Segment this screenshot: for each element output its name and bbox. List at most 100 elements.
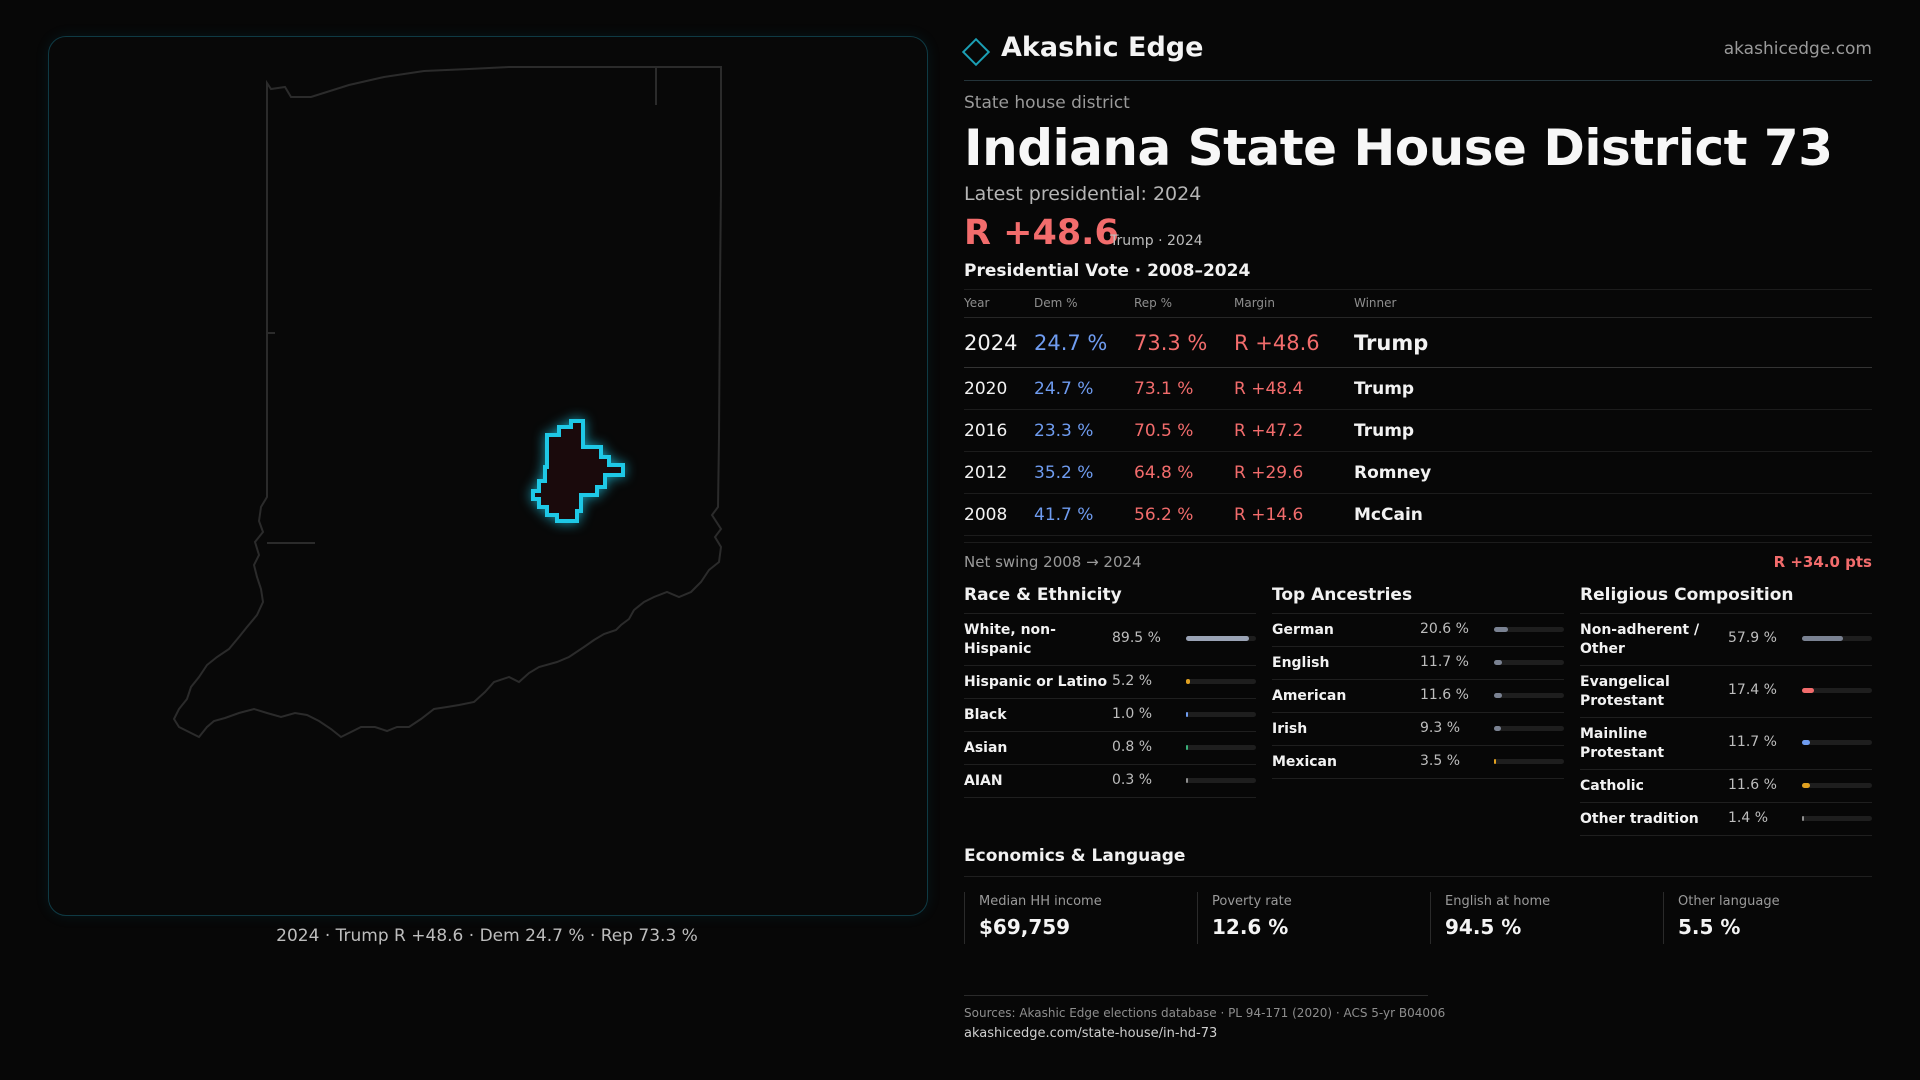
winner-cell: McCain xyxy=(1354,493,1872,536)
header-year: Year xyxy=(964,289,1034,318)
religion-label: Catholic xyxy=(1580,778,1644,794)
ancestry-value: 3.5 % xyxy=(1420,753,1461,769)
ancestry-bar-track xyxy=(1494,759,1564,764)
religion-row: Catholic 11.6 % xyxy=(1580,770,1872,803)
religion-bar-track xyxy=(1802,636,1872,641)
ancestry-value: 9.3 % xyxy=(1420,720,1461,736)
map-panel[interactable] xyxy=(48,36,928,916)
margin-cell: R +48.4 xyxy=(1234,367,1354,410)
race-value: 1.0 % xyxy=(1112,706,1153,722)
religion-value: 1.4 % xyxy=(1728,810,1769,826)
religion-value: 11.6 % xyxy=(1728,777,1777,793)
religion-label: Non-adherent / Other xyxy=(1580,622,1700,657)
ancestry-row: Mexican 3.5 % xyxy=(1272,746,1564,779)
ancestry-label: English xyxy=(1272,655,1330,671)
religion-bar-fill xyxy=(1802,636,1843,641)
econ-value: $69,759 xyxy=(979,915,1071,939)
margin-cell: R +48.6 xyxy=(1234,317,1354,368)
econ-card-english: English at home 94.5 % xyxy=(1430,892,1657,944)
brand-name[interactable]: Akashic Edge xyxy=(1001,32,1204,63)
table-row: 2008 41.7 % 56.2 % R +14.6 McCain xyxy=(964,493,1872,536)
margin-subtitle: Trump · 2024 xyxy=(1110,233,1203,249)
religion-label: Evangelical Protestant xyxy=(1580,674,1670,709)
swing-value: R +34.0 pts xyxy=(1773,553,1872,571)
econ-card-poverty: Poverty rate 12.6 % xyxy=(1197,892,1424,944)
religion-section: Religious Composition Non-adherent / Oth… xyxy=(1580,585,1872,836)
race-label: Asian xyxy=(964,740,1008,756)
ancestry-bar-track xyxy=(1494,693,1564,698)
rep-cell: 73.3 % xyxy=(1134,317,1234,368)
econ-card-other-language: Other language 5.5 % xyxy=(1663,892,1890,944)
year-cell: 2016 xyxy=(964,409,1034,452)
ancestry-label: Mexican xyxy=(1272,754,1337,770)
winner-cell: Trump xyxy=(1354,409,1872,452)
race-value: 0.8 % xyxy=(1112,739,1153,755)
map-caption: 2024 · Trump R +48.6 · Dem 24.7 % · Rep … xyxy=(276,926,698,946)
religion-row: Other tradition 1.4 % xyxy=(1580,803,1872,836)
econ-label: English at home xyxy=(1445,894,1551,909)
race-label: Black xyxy=(964,707,1007,723)
religion-label: Mainline Protestant xyxy=(1580,726,1665,761)
ancestry-bar-fill xyxy=(1494,660,1503,665)
race-section: Race & Ethnicity White, non-Hispanic 89.5… xyxy=(964,585,1256,798)
religion-bar-fill xyxy=(1802,740,1811,745)
religion-bar-track xyxy=(1802,688,1872,693)
district-map[interactable] xyxy=(49,37,927,915)
year-cell: 2008 xyxy=(964,493,1034,536)
table-row: 2012 35.2 % 64.8 % R +29.6 Romney xyxy=(964,451,1872,494)
ancestry-row: German 20.6 % xyxy=(1272,614,1564,647)
race-bar-track xyxy=(1186,778,1256,783)
ancestry-value: 11.7 % xyxy=(1420,654,1469,670)
religion-rows: Non-adherent / Other 57.9 % Evangelical Pr… xyxy=(1580,614,1872,836)
district-73-shape[interactable] xyxy=(531,419,625,523)
econ-label: Poverty rate xyxy=(1212,894,1292,909)
ancestry-label: German xyxy=(1272,622,1334,638)
brand-url[interactable]: akashicedge.com xyxy=(1723,39,1872,59)
ancestry-bar-track xyxy=(1494,627,1564,632)
page-title: Indiana State House District 73 xyxy=(964,119,1833,177)
ancestry-rows: German 20.6 % English 11.7 % American 11.6 % I… xyxy=(1272,614,1564,779)
rep-cell: 70.5 % xyxy=(1134,409,1234,452)
year-cell: 2024 xyxy=(964,317,1034,368)
ancestry-row: English 11.7 % xyxy=(1272,647,1564,680)
econ-label: Median HH income xyxy=(979,894,1102,909)
econ-label: Other language xyxy=(1678,894,1780,909)
net-swing: Net swing 2008 → 2024 R +34.0 pts xyxy=(964,542,1872,579)
race-label: Hispanic or Latino xyxy=(964,674,1108,690)
econ-value: 94.5 % xyxy=(1445,915,1522,939)
race-row: Asian 0.8 % xyxy=(964,732,1256,765)
vote-table-title: Presidential Vote · 2008–2024 xyxy=(964,261,1251,281)
race-bar-track xyxy=(1186,636,1256,641)
margin-summary: R +48.6 Trump · 2024 xyxy=(964,213,1872,257)
ancestry-bar-fill xyxy=(1494,627,1509,632)
margin-cell: R +29.6 xyxy=(1234,451,1354,494)
race-value: 5.2 % xyxy=(1112,673,1153,689)
header-dem: Dem % xyxy=(1034,289,1134,318)
ancestry-row: American 11.6 % xyxy=(1272,680,1564,713)
religion-row: Mainline Protestant 11.7 % xyxy=(1580,718,1872,770)
religion-label: Other tradition xyxy=(1580,811,1699,827)
dem-cell: 23.3 % xyxy=(1034,409,1134,452)
brand-header: Akashic Edge akashicedge.com xyxy=(961,32,1872,81)
race-bar-fill xyxy=(1186,679,1190,684)
header-winner: Winner xyxy=(1354,289,1872,318)
table-row: 2020 24.7 % 73.1 % R +48.4 Trump xyxy=(964,367,1872,410)
race-value: 0.3 % xyxy=(1112,772,1153,788)
margin-cell: R +14.6 xyxy=(1234,493,1354,536)
econ-card-income: Median HH income $69,759 xyxy=(964,892,1191,944)
sources-link[interactable]: akashicedge.com/state-house/in-hd-73 xyxy=(964,1026,1218,1041)
religion-title: Religious Composition xyxy=(1580,585,1872,614)
winner-cell: Trump xyxy=(1354,367,1872,410)
race-row: Black 1.0 % xyxy=(964,699,1256,732)
ancestry-bar-track xyxy=(1494,660,1564,665)
dem-cell: 41.7 % xyxy=(1034,493,1134,536)
margin-cell: R +47.2 xyxy=(1234,409,1354,452)
religion-bar-track xyxy=(1802,740,1872,745)
rep-cell: 73.1 % xyxy=(1134,367,1234,410)
header-margin: Margin xyxy=(1234,289,1354,318)
vote-table-header: Year Dem % Rep % Margin Winner xyxy=(964,289,1872,318)
ancestry-label: Irish xyxy=(1272,721,1308,737)
race-bar-fill xyxy=(1186,712,1188,717)
state-outline xyxy=(172,66,723,739)
district-type: State house district xyxy=(964,93,1130,113)
